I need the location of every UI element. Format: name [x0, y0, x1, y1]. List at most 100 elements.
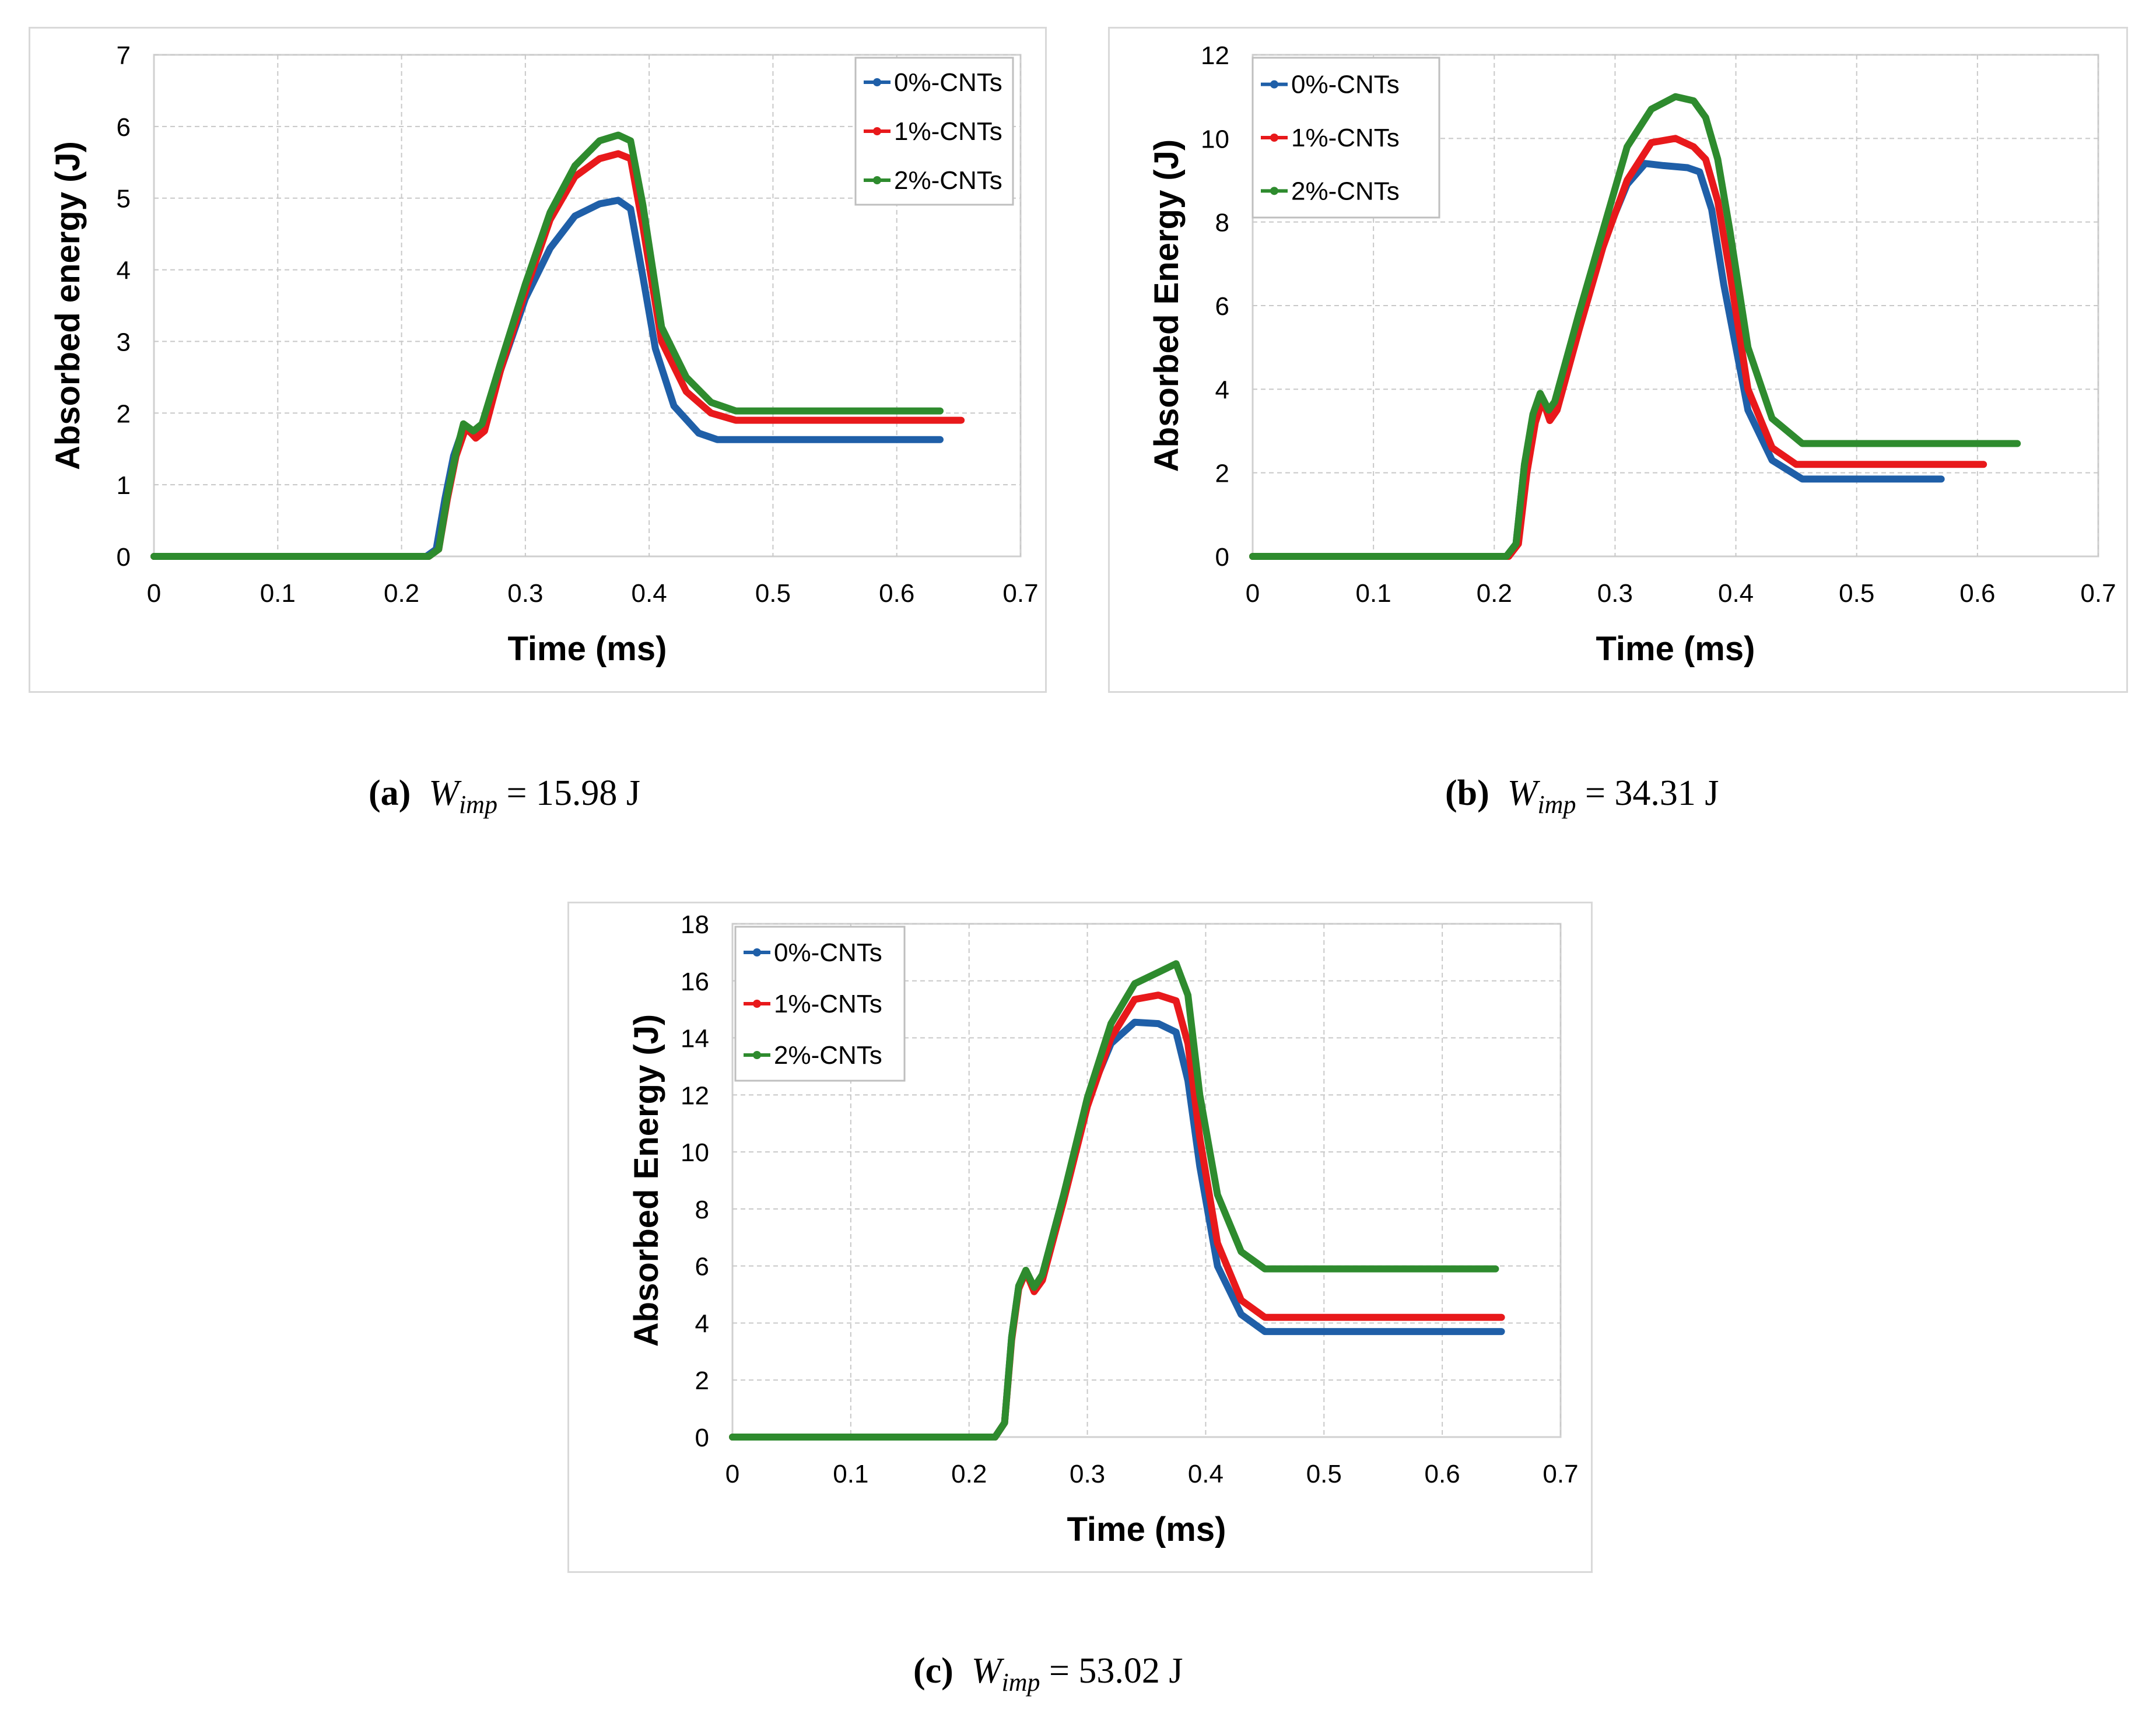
legend-b: 0%-CNTs 1%-CNTs 2%-CNTs: [1251, 57, 1440, 219]
y-tick-label: 4: [117, 257, 131, 285]
x-tick-label: 0.2: [951, 1460, 987, 1488]
x-tick-label: 0.1: [260, 579, 296, 608]
y-tick-label: 0: [695, 1424, 709, 1452]
caption-c-value: = 53.02 J: [1049, 1651, 1183, 1691]
y-tick-label: 2: [695, 1366, 709, 1395]
legend-marker: [873, 78, 881, 86]
chart-panel-b: 0 0.1 0.2 0.3 0.4 0.5 0.6 0.7 0 2 4 6 8 10 12 Time (ms)…: [1108, 27, 2128, 693]
x-tick-label: 0.4: [1718, 579, 1754, 608]
x-tick-label: 0.7: [1002, 579, 1038, 608]
y-tick-label: 16: [681, 968, 709, 996]
y-tick-label: 7: [117, 41, 131, 70]
series-line-0pct-cnts: [150, 197, 944, 560]
chart-panel-c: 0 0.1 0.2 0.3 0.4 0.5 0.6 0.7 0 2 4 6 8 10 12 14 16 18 Tim…: [567, 902, 1593, 1573]
x-axis-title-a: Time (ms): [508, 630, 667, 668]
x-tick-label: 0.5: [755, 579, 791, 608]
legend-label: 2%-CNTs: [894, 166, 1002, 195]
x-axis-title-b: Time (ms): [1596, 630, 1755, 668]
x-tick-label: 0.2: [384, 579, 419, 608]
legend-marker: [873, 176, 881, 184]
caption-b-symbol: W: [1507, 773, 1538, 813]
y-tick-label: 4: [1215, 376, 1229, 404]
y-tick-label: 3: [117, 328, 131, 356]
caption-a-label: (a): [369, 773, 411, 813]
y-tick-label: 0: [117, 543, 131, 572]
legend-label: 1%-CNTs: [1291, 124, 1400, 152]
legend-marker: [1270, 187, 1278, 195]
y-tick-label: 10: [681, 1138, 709, 1167]
legend-label: 1%-CNTs: [894, 117, 1002, 146]
y-axis-title-a: Absorbed energy (J): [49, 141, 87, 470]
x-tick-label: 0.7: [2080, 579, 2116, 608]
y-tick-label: 12: [1201, 41, 1229, 70]
legend-label: 0%-CNTs: [1291, 71, 1400, 99]
y-axis-title-c: Absorbed Energy (J): [627, 1014, 665, 1347]
caption-b-value: = 34.31 J: [1584, 773, 1719, 813]
chart-b-svg: 0 0.1 0.2 0.3 0.4 0.5 0.6 0.7 0 2 4 6 8 10 12 Time (ms)…: [1148, 41, 2116, 668]
y-tick-label: 2: [1215, 460, 1229, 488]
legend-label: 0%-CNTs: [894, 68, 1002, 97]
x-tick-label: 0: [147, 579, 161, 608]
x-tick-label: 0.1: [1356, 579, 1391, 608]
x-tick-label: 0.5: [1306, 1460, 1342, 1488]
series-line-1pct-cnts: [150, 150, 965, 560]
y-tick-label: 6: [1215, 292, 1229, 321]
legend-marker: [1270, 134, 1278, 142]
series-line-0pct-cnts: [729, 1018, 1505, 1441]
x-tick-label: 0.6: [879, 579, 914, 608]
chart-a-svg: 0 0.1 0.2 0.3 0.4 0.5 0.6 0.7 0 1 2 3 4 5 6 7 Time (ms) A…: [49, 41, 1039, 668]
caption-a-subscript: imp: [458, 790, 497, 819]
series-line-2pct-cnts: [1249, 93, 2021, 560]
legend-label: 2%-CNTs: [1291, 177, 1400, 205]
y-tick-label: 8: [1215, 209, 1229, 237]
caption-b: (b) Wimp = 34.31 J: [1445, 773, 1719, 819]
x-tick-label: 0.7: [1542, 1460, 1578, 1488]
y-tick-label: 12: [681, 1081, 709, 1110]
legend-label: 1%-CNTs: [774, 990, 882, 1018]
legend-c: 0%-CNTs 1%-CNTs 2%-CNTs: [734, 926, 906, 1082]
series-line-1pct-cnts: [1249, 135, 1987, 560]
caption-a: (a) Wimp = 15.98 J: [369, 773, 640, 819]
x-tick-label: 0.2: [1477, 579, 1512, 608]
y-tick-label: 5: [117, 185, 131, 213]
x-tick-label: 0.6: [1425, 1460, 1460, 1488]
x-tick-label: 0.3: [507, 579, 543, 608]
caption-a-value: = 15.98 J: [506, 773, 641, 813]
caption-a-symbol: W: [429, 773, 459, 813]
y-tick-label: 18: [681, 910, 709, 939]
legend-label: 0%-CNTs: [774, 938, 882, 967]
x-axis-title-c: Time (ms): [1067, 1511, 1226, 1548]
y-tick-label: 10: [1201, 125, 1229, 153]
y-tick-label: 6: [117, 113, 131, 142]
caption-b-label: (b): [1445, 773, 1489, 813]
y-tick-label: 14: [681, 1025, 709, 1053]
series-line-2pct-cnts: [729, 960, 1499, 1441]
caption-c-subscript: imp: [1001, 1668, 1040, 1697]
x-tick-label: 0.1: [833, 1460, 868, 1488]
legend-a: 0%-CNTs 1%-CNTs 2%-CNTs: [854, 57, 1014, 206]
legend-marker: [753, 948, 761, 956]
chart-panel-a: 0 0.1 0.2 0.3 0.4 0.5 0.6 0.7 0 1 2 3 4 5 6 7 Time (ms) A…: [29, 27, 1047, 693]
x-tick-label: 0.6: [1959, 579, 1995, 608]
y-tick-label: 4: [695, 1309, 709, 1338]
y-axis-title-b: Absorbed Energy (J): [1148, 139, 1186, 472]
x-tick-label: 0.4: [632, 579, 667, 608]
legend-label: 2%-CNTs: [774, 1041, 882, 1070]
chart-c-svg: 0 0.1 0.2 0.3 0.4 0.5 0.6 0.7 0 2 4 6 8 10 12 14 16 18 Tim…: [627, 910, 1579, 1548]
x-tick-label: 0.5: [1839, 579, 1874, 608]
legend-marker: [1270, 80, 1278, 89]
x-tick-label: 0: [1246, 579, 1260, 608]
legend-marker: [753, 1051, 761, 1059]
legend-marker: [873, 127, 881, 135]
caption-b-subscript: imp: [1537, 790, 1576, 819]
y-tick-label: 0: [1215, 543, 1229, 572]
x-tick-label: 0.3: [1597, 579, 1633, 608]
y-tick-label: 2: [117, 400, 131, 428]
x-tick-label: 0.3: [1070, 1460, 1105, 1488]
y-tick-label: 1: [117, 471, 131, 500]
x-tick-label: 0.4: [1188, 1460, 1224, 1488]
caption-c: (c) Wimp = 53.02 J: [913, 1651, 1183, 1697]
series-line-2pct-cnts: [150, 131, 944, 560]
legend-marker: [753, 1000, 761, 1008]
y-tick-label: 6: [695, 1253, 709, 1281]
